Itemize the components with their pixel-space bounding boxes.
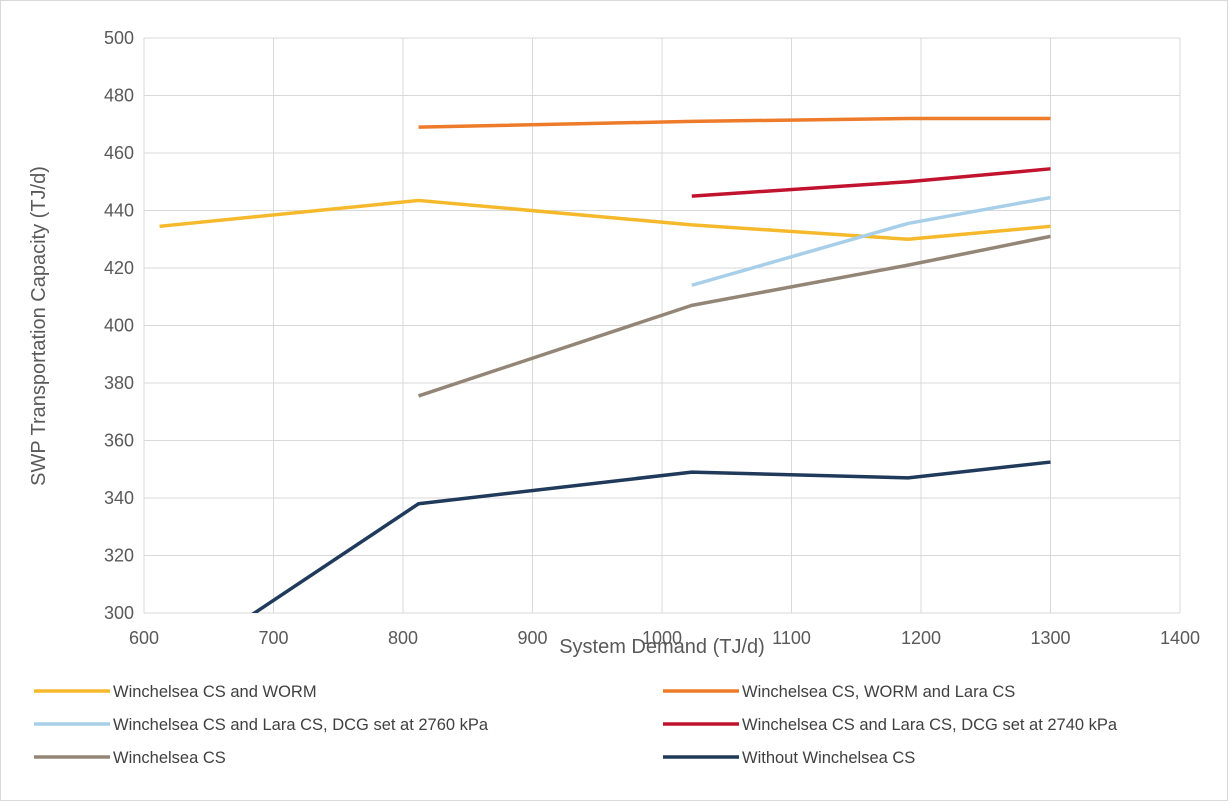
legend-item-4: Winchelsea CS and Lara CS, DCG set at 27… bbox=[663, 716, 1118, 734]
series-line-4 bbox=[691, 167, 1051, 198]
x-axis-tick-labels: 600 700 800 900 1000 1100 1200 1300 1400 bbox=[129, 628, 1200, 648]
legend-item-1: Winchelsea CS and WORM bbox=[34, 683, 317, 701]
legend-label: Without Winchelsea CS bbox=[742, 749, 915, 767]
y-tick-label: 300 bbox=[104, 603, 134, 623]
legend-item-5: Winchelsea CS bbox=[34, 749, 226, 767]
series-line-2 bbox=[418, 116, 1051, 129]
y-tick-label: 460 bbox=[104, 143, 134, 163]
x-tick-label: 900 bbox=[517, 628, 547, 648]
grid-lines bbox=[143, 37, 1181, 614]
y-tick-label: 440 bbox=[104, 201, 134, 221]
legend-label: Winchelsea CS and WORM bbox=[113, 683, 317, 701]
x-tick-label: 1200 bbox=[901, 628, 941, 648]
y-tick-label: 400 bbox=[104, 316, 134, 336]
x-tick-label: 1000 bbox=[642, 628, 682, 648]
y-tick-label: 500 bbox=[104, 28, 134, 48]
y-tick-label: 420 bbox=[104, 258, 134, 278]
series-line-3 bbox=[691, 195, 1051, 287]
series-lines bbox=[159, 116, 1051, 613]
x-tick-label: 700 bbox=[258, 628, 288, 648]
y-tick-label: 480 bbox=[104, 86, 134, 106]
legend-item-3: Winchelsea CS and Lara CS, DCG set at 27… bbox=[34, 716, 489, 734]
series-line-5 bbox=[417, 234, 1051, 398]
y-tick-label: 380 bbox=[104, 373, 134, 393]
legend-label: Winchelsea CS, WORM and Lara CS bbox=[742, 683, 1015, 701]
y-axis-title: SWP Transportation Capacity (TJ/d) bbox=[28, 166, 50, 486]
x-tick-label: 1400 bbox=[1160, 628, 1200, 648]
y-tick-label: 340 bbox=[104, 488, 134, 508]
y-tick-label: 320 bbox=[104, 546, 134, 566]
x-tick-label: 600 bbox=[129, 628, 159, 648]
x-tick-label: 1300 bbox=[1030, 628, 1070, 648]
x-tick-label: 800 bbox=[388, 628, 418, 648]
y-tick-label: 360 bbox=[104, 431, 134, 451]
legend-label: Winchelsea CS and Lara CS, DCG set at 27… bbox=[742, 716, 1118, 734]
x-tick-label: 1100 bbox=[772, 628, 811, 648]
legend: Winchelsea CS and WORM Winchelsea CS, WOR… bbox=[34, 683, 1118, 767]
x-axis-title: System Demand (TJ/d) bbox=[559, 636, 765, 658]
legend-item-6: Without Winchelsea CS bbox=[663, 749, 915, 767]
legend-label: Winchelsea CS and Lara CS, DCG set at 27… bbox=[113, 716, 489, 734]
legend-label: Winchelsea CS bbox=[113, 749, 226, 767]
series-line-1 bbox=[159, 198, 1051, 241]
series-line-6 bbox=[251, 460, 1051, 613]
y-axis-tick-labels: 300 320 340 360 380 400 420 440 460 480 500 bbox=[104, 28, 134, 623]
legend-item-2: Winchelsea CS, WORM and Lara CS bbox=[663, 683, 1015, 701]
